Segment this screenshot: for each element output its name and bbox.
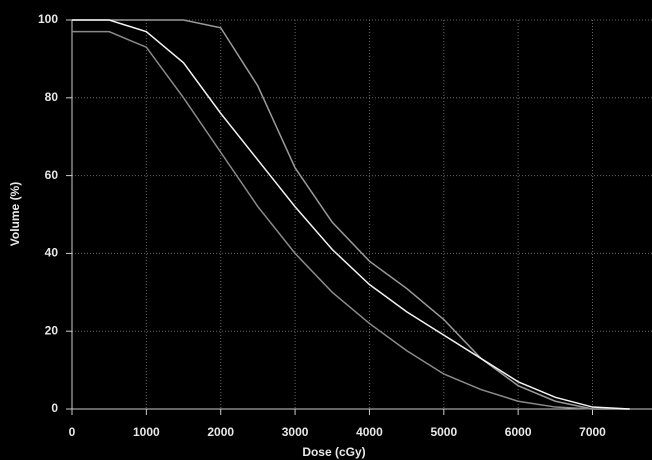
dvh-curve [72,19,630,410]
x-tick-label: 4000 [356,425,383,439]
dvh-curve [72,30,630,410]
x-tick-label: 1000 [133,425,160,439]
y-tick-label: 80 [45,90,59,104]
y-axis-label: Volume (%) [8,182,22,246]
x-axis-label: Dose (cGy) [302,445,365,459]
x-tick-label: 3000 [282,425,309,439]
x-tick-label: 0 [69,425,76,439]
x-tick-label: 5000 [430,425,457,439]
y-tick-label: 60 [45,168,59,182]
y-tick-label: 100 [38,12,58,26]
y-tick-label: 0 [51,401,58,415]
y-tick-label: 20 [45,323,59,337]
x-tick-label: 2000 [207,425,234,439]
y-tick-label: 40 [45,246,59,260]
x-tick-label: 6000 [505,425,532,439]
dvh-curve [72,19,630,410]
x-tick-label: 7000 [579,425,606,439]
